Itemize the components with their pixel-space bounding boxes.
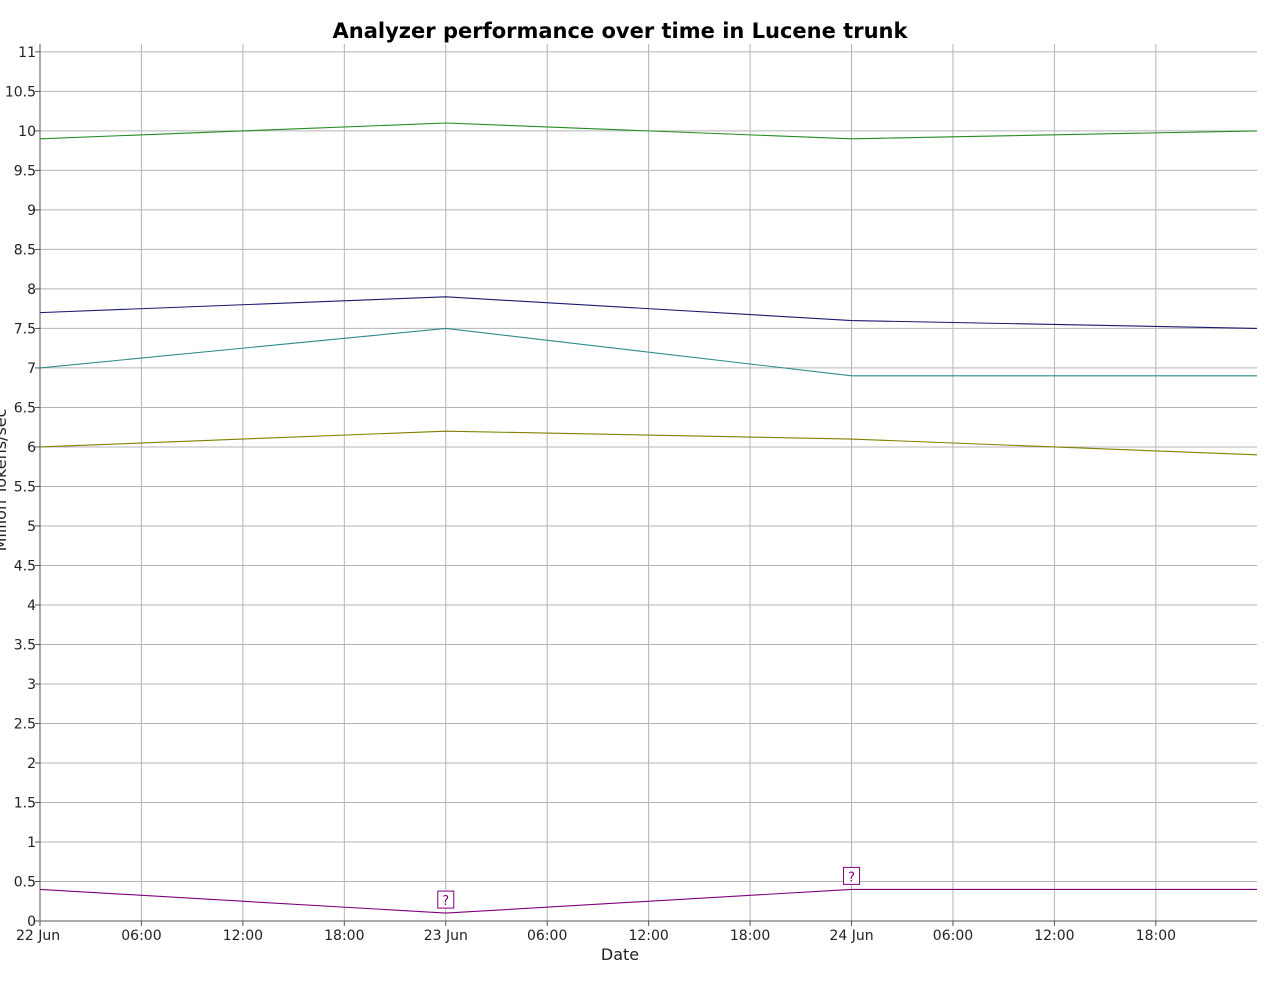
y-tick-label: 3.5 xyxy=(14,637,36,653)
x-tick-label: 18:00 xyxy=(324,928,364,944)
x-tick-label: 06:00 xyxy=(121,928,161,944)
x-tick-label: 06:00 xyxy=(527,928,567,944)
y-axis-label: Million Tokens/sec xyxy=(0,409,10,552)
y-tick-label: 2 xyxy=(27,756,36,772)
y-tick-label: 8 xyxy=(27,282,36,298)
x-tick-label: 12:00 xyxy=(223,928,263,944)
y-tick-label: 7 xyxy=(27,361,36,377)
y-tick-label: 0.5 xyxy=(14,874,36,890)
x-tick-label: 06:00 xyxy=(933,928,973,944)
annotation-label: ? xyxy=(442,894,449,909)
y-tick-label: 9.5 xyxy=(14,163,36,179)
y-tick-label: 3 xyxy=(27,677,36,693)
series-line-5 xyxy=(39,888,1257,914)
y-tick-label: 10 xyxy=(18,124,36,140)
y-tick-label: 2.5 xyxy=(14,716,36,732)
series-line-1 xyxy=(39,122,1258,140)
y-tick-labels: 0 0.5 1 1.5 2 2.5 3 3.5 4 4.5 5 5.5 6 6.5 7 7.5 8 8.5 9 9.5… xyxy=(5,45,36,930)
y-tick-label: 9 xyxy=(27,203,36,219)
annotations: ?? xyxy=(437,866,861,909)
y-tick-label: 1.5 xyxy=(14,795,36,811)
y-tick-label: 1 xyxy=(27,835,36,851)
x-axis-label: Date xyxy=(601,945,639,964)
y-tick-label: 5.5 xyxy=(14,479,36,495)
y-tick-label: 4.5 xyxy=(14,558,36,574)
x-tick-label: 18:00 xyxy=(1136,928,1176,944)
y-tick-label: 8.5 xyxy=(14,242,36,258)
y-tick-label: 6.5 xyxy=(14,400,36,416)
x-tick-label: 24 Jun xyxy=(829,928,873,944)
y-tick-label: 5 xyxy=(27,519,36,535)
x-tick-label: 22 Jun xyxy=(16,928,60,944)
x-tick-label: 12:00 xyxy=(1034,928,1074,944)
y-tick-label: 10.5 xyxy=(5,84,36,100)
chart-title: Analyzer performance over time in Lucene… xyxy=(333,19,909,43)
y-tick-label: 7.5 xyxy=(14,321,36,337)
annotation-box xyxy=(843,866,861,885)
y-tick-label: 4 xyxy=(27,598,36,614)
series-lines xyxy=(39,122,1258,914)
series-line-2 xyxy=(39,296,1258,329)
series-line-4 xyxy=(39,430,1258,456)
axes xyxy=(39,44,1257,922)
annotation-label: ? xyxy=(848,870,855,885)
y-tick-label: 6 xyxy=(27,440,36,456)
series-line-3 xyxy=(39,327,1257,377)
x-tick-labels: 22 Jun 06:00 12:00 18:00 23 Jun 06:00 12:00 18:… xyxy=(16,928,1176,944)
x-tick-label: 12:00 xyxy=(628,928,668,944)
annotation-box xyxy=(437,890,455,909)
y-tick-label: 0 xyxy=(27,914,36,930)
x-tick-label: 23 Jun xyxy=(424,928,468,944)
x-tick-label: 18:00 xyxy=(730,928,770,944)
y-tick-label: 11 xyxy=(18,45,36,61)
